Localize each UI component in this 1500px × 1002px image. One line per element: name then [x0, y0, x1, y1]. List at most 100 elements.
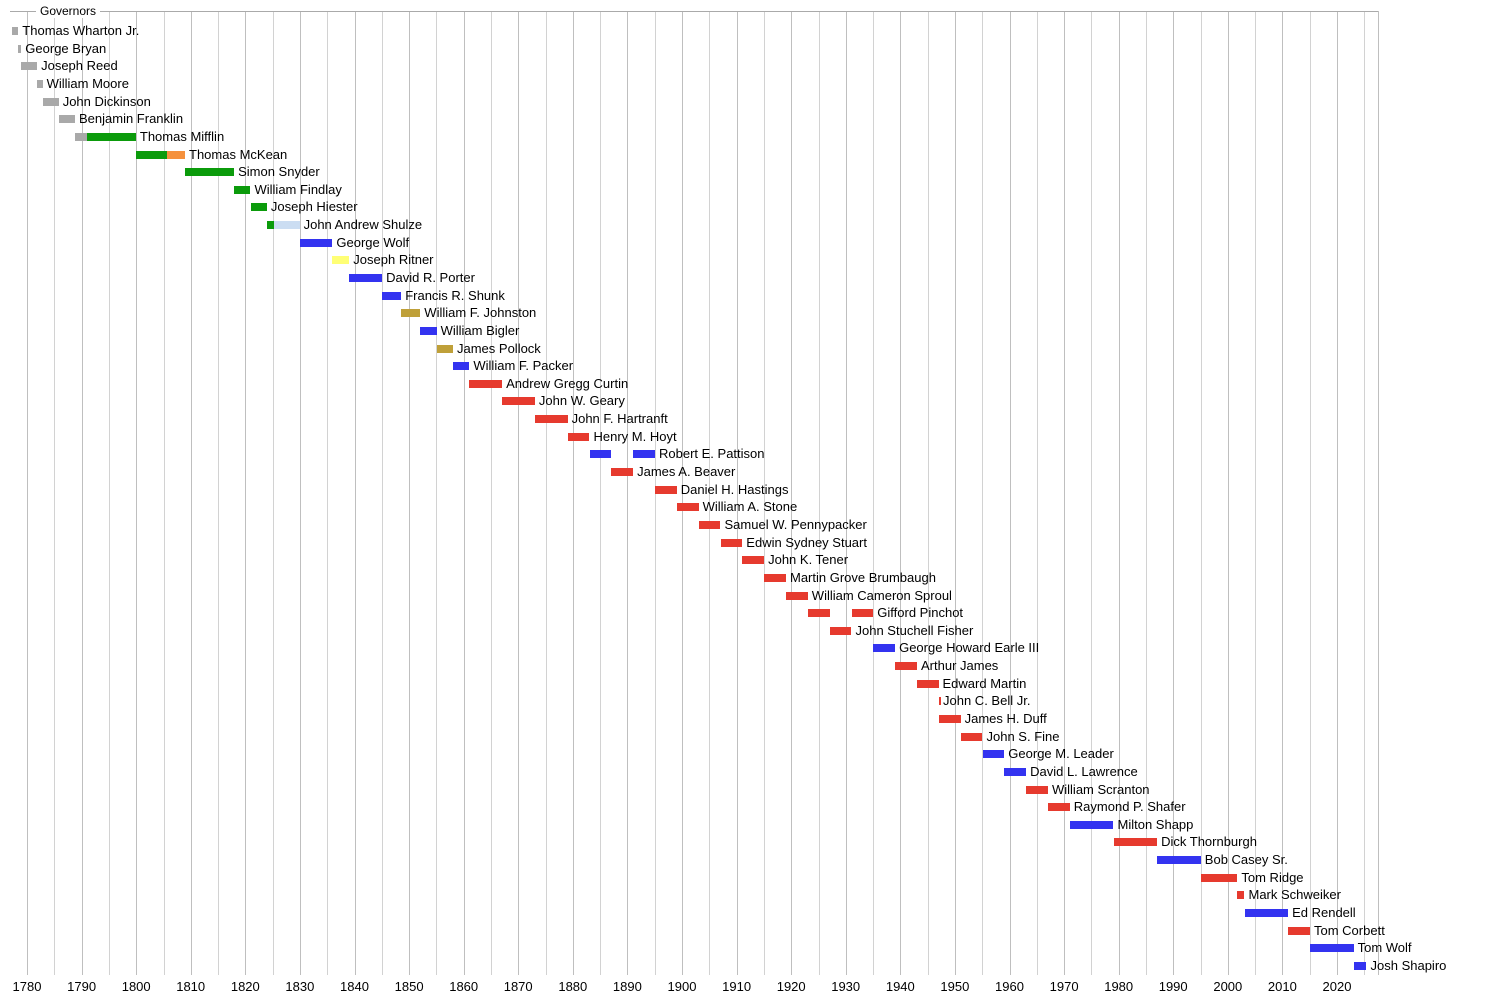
- governor-name[interactable]: Dick Thornburgh: [1161, 834, 1257, 850]
- governor-name[interactable]: James Pollock: [457, 340, 541, 356]
- governor-name[interactable]: Robert E. Pattison: [659, 446, 765, 462]
- governor-name[interactable]: John Andrew Shulze: [303, 217, 423, 232]
- governor-name[interactable]: William Bigler: [440, 322, 520, 338]
- term-bar[interactable]: [1200, 873, 1238, 882]
- term-bar[interactable]: [18, 44, 22, 53]
- governor-name[interactable]: Daniel H. Hastings: [680, 481, 789, 497]
- term-bar[interactable]: [21, 62, 38, 71]
- governor-name[interactable]: William F. Packer: [473, 358, 574, 374]
- term-bar[interactable]: [86, 132, 136, 141]
- governor-name[interactable]: Simon Snyder: [238, 164, 320, 180]
- term-bar[interactable]: [1004, 767, 1027, 776]
- term-bar[interactable]: [1237, 891, 1245, 900]
- governor-name[interactable]: George Bryan: [25, 40, 107, 56]
- term-bar[interactable]: [299, 238, 333, 247]
- term-bar[interactable]: [720, 538, 743, 547]
- term-bar[interactable]: [698, 520, 721, 529]
- term-bar[interactable]: [349, 274, 382, 282]
- term-bar[interactable]: [829, 626, 852, 635]
- governor-name[interactable]: William Moore: [46, 75, 129, 91]
- term-bar[interactable]: [917, 679, 939, 688]
- term-bar[interactable]: [1026, 785, 1048, 794]
- term-bar[interactable]: [1048, 803, 1070, 812]
- term-bar[interactable]: [873, 644, 896, 653]
- term-bar[interactable]: [11, 27, 19, 35]
- term-bar[interactable]: [250, 203, 267, 212]
- governor-name[interactable]: John W. Geary: [538, 393, 625, 409]
- governor-name[interactable]: James H. Duff: [964, 711, 1047, 726]
- governor-name[interactable]: David L. Lawrence: [1030, 763, 1138, 779]
- governor-name[interactable]: Milton Shapp: [1117, 816, 1194, 832]
- term-bar[interactable]: [534, 415, 568, 424]
- governor-name[interactable]: Mark Schweiker: [1248, 887, 1341, 903]
- governor-name[interactable]: William Scranton: [1052, 781, 1150, 797]
- governor-name[interactable]: Tom Wolf: [1357, 940, 1412, 956]
- governor-name[interactable]: John C. Bell Jr.: [943, 693, 1031, 709]
- term-bar[interactable]: [1244, 909, 1289, 917]
- term-bar[interactable]: [382, 291, 402, 300]
- governor-name[interactable]: Ed Rendell: [1292, 905, 1356, 920]
- term-bar[interactable]: [332, 256, 350, 265]
- governor-name[interactable]: David R. Porter: [386, 270, 475, 285]
- governor-name[interactable]: John Dickinson: [62, 93, 151, 109]
- term-bar[interactable]: [589, 450, 612, 459]
- governor-name[interactable]: Tom Corbett: [1314, 922, 1385, 938]
- governor-name[interactable]: Francis R. Shunk: [405, 287, 505, 303]
- term-bar[interactable]: [742, 556, 765, 565]
- term-bar[interactable]: [567, 432, 590, 441]
- governor-name[interactable]: Joseph Hiester: [270, 199, 358, 215]
- term-bar[interactable]: [273, 221, 300, 229]
- term-bar[interactable]: [1288, 926, 1310, 935]
- term-bar[interactable]: [851, 609, 874, 618]
- governor-name[interactable]: George Wolf: [336, 234, 410, 250]
- governor-name[interactable]: George Howard Earle III: [899, 640, 1040, 656]
- term-bar[interactable]: [75, 132, 87, 141]
- governor-name[interactable]: Martin Grove Brumbaugh: [790, 569, 936, 585]
- governor-name[interactable]: Josh Shapiro: [1370, 957, 1447, 973]
- term-bar[interactable]: [42, 97, 59, 106]
- governor-name[interactable]: Benjamin Franklin: [79, 111, 184, 127]
- term-bar[interactable]: [436, 344, 453, 353]
- governor-name[interactable]: Gifford Pinchot: [877, 605, 964, 621]
- term-bar[interactable]: [420, 326, 437, 335]
- governor-name[interactable]: George M. Leader: [1008, 746, 1114, 762]
- term-bar[interactable]: [655, 485, 677, 494]
- governor-name[interactable]: Joseph Reed: [41, 58, 118, 74]
- term-bar[interactable]: [786, 591, 808, 600]
- term-bar[interactable]: [1157, 856, 1201, 865]
- governor-name[interactable]: Thomas Wharton Jr.: [22, 23, 140, 38]
- governor-name[interactable]: Thomas McKean: [189, 146, 288, 162]
- term-bar[interactable]: [502, 397, 535, 406]
- term-bar[interactable]: [185, 168, 235, 177]
- term-bar[interactable]: [676, 503, 699, 512]
- term-bar[interactable]: [982, 750, 1005, 759]
- governor-name[interactable]: John S. Fine: [986, 728, 1060, 744]
- governor-name[interactable]: Bob Casey Sr.: [1204, 852, 1288, 868]
- term-bar[interactable]: [266, 221, 274, 229]
- governor-name[interactable]: Andrew Gregg Curtin: [506, 375, 629, 391]
- governor-name[interactable]: John Stuchell Fisher: [855, 622, 974, 638]
- governor-name[interactable]: William Cameron Sproul: [811, 587, 952, 603]
- governor-name[interactable]: William Findlay: [254, 181, 342, 197]
- term-bar[interactable]: [764, 573, 786, 582]
- governor-name[interactable]: William F. Johnston: [424, 305, 537, 321]
- term-bar[interactable]: [611, 468, 634, 476]
- term-bar[interactable]: [807, 609, 830, 618]
- governor-name[interactable]: John F. Hartranft: [571, 411, 668, 427]
- term-bar[interactable]: [1310, 944, 1354, 953]
- term-bar[interactable]: [633, 450, 655, 459]
- term-bar[interactable]: [234, 185, 251, 194]
- governor-name[interactable]: Thomas Mifflin: [139, 128, 225, 144]
- governor-name[interactable]: James A. Beaver: [637, 464, 736, 479]
- term-bar[interactable]: [960, 732, 983, 741]
- term-bar[interactable]: [938, 697, 941, 706]
- governor-name[interactable]: John K. Tener: [768, 552, 849, 568]
- term-bar[interactable]: [37, 79, 43, 88]
- governor-name[interactable]: Raymond P. Shafer: [1073, 799, 1186, 815]
- term-bar[interactable]: [469, 379, 503, 388]
- governor-name[interactable]: Edwin Sydney Stuart: [746, 534, 867, 550]
- term-bar[interactable]: [401, 309, 421, 318]
- term-bar[interactable]: [939, 715, 961, 723]
- governor-name[interactable]: Samuel W. Pennypacker: [724, 516, 867, 532]
- governor-name[interactable]: Edward Martin: [942, 675, 1027, 691]
